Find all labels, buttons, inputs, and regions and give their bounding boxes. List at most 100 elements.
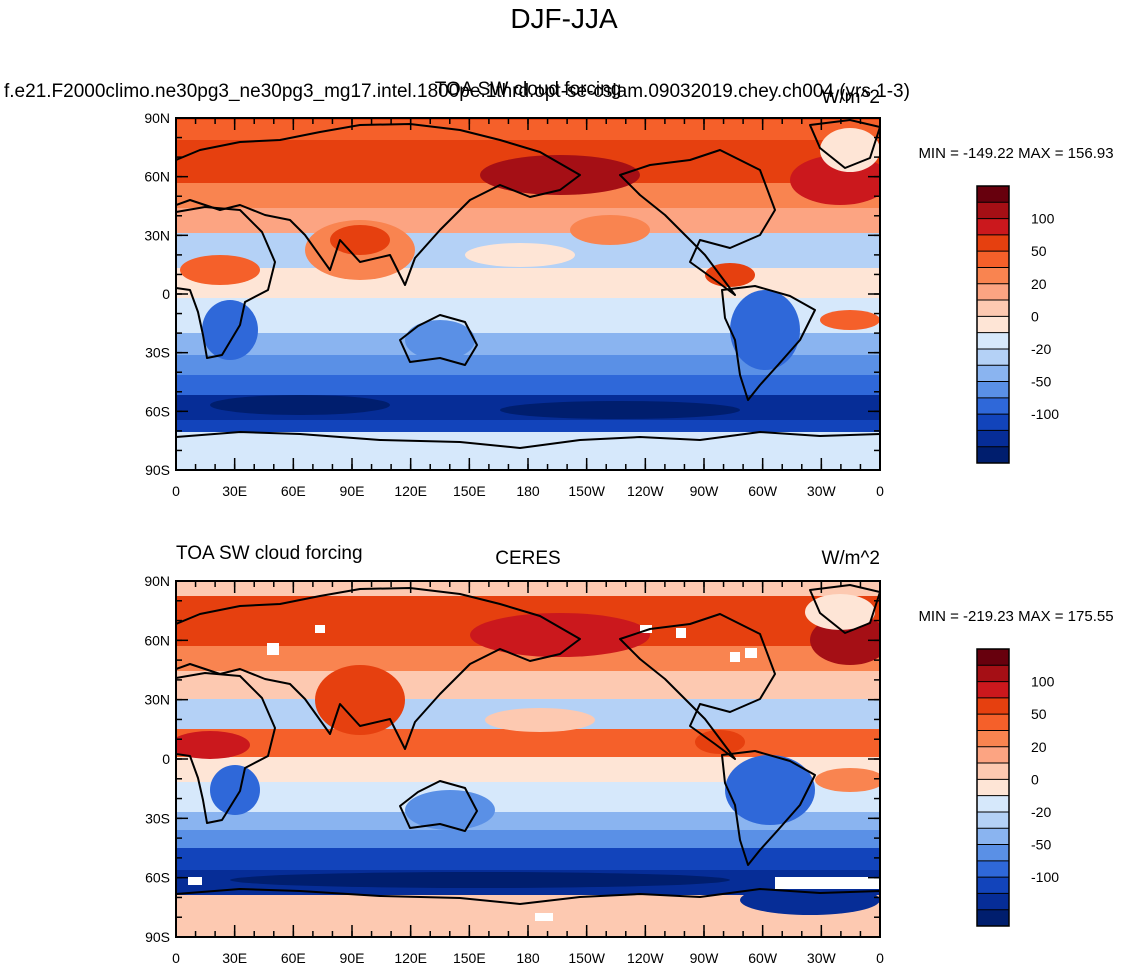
top-lon-label: 30W — [807, 483, 837, 499]
bottom-colorbar-box — [977, 844, 1009, 861]
bottom-lon-label: 30W — [807, 950, 837, 966]
top-colorbar-box — [977, 234, 1009, 252]
coastline — [176, 119, 880, 449]
top-units: W/m^2 — [821, 87, 880, 108]
top-lon-label: 90W — [690, 483, 720, 499]
field-blob — [405, 790, 495, 830]
missing-cell — [775, 877, 880, 889]
top-lat-label: 0 — [162, 286, 170, 302]
bottom-lat-label: 30N — [144, 692, 170, 708]
top-lat-label: 90N — [144, 110, 170, 126]
bottom-colorbar-box — [977, 893, 1009, 910]
field-blob — [176, 731, 250, 759]
top-colorbar-box — [977, 446, 1009, 463]
field-blob — [330, 225, 390, 255]
bottom-field — [176, 581, 880, 937]
top-colorbar-box — [977, 332, 1009, 349]
field-blob — [210, 395, 390, 415]
field-blob — [202, 300, 258, 360]
top-lon-label: 150E — [453, 483, 486, 499]
top-colorbar-box — [977, 218, 1009, 235]
top-lon-label: 60W — [748, 483, 778, 499]
bottom-colorbar-box — [977, 649, 1009, 666]
bottom-colorbar-frame — [976, 648, 1010, 927]
missing-cell — [730, 652, 740, 662]
bottom-lat-labels: 90N 60N 30N 0 30S 60S 90S — [144, 573, 170, 945]
top-lon-label: 0 — [876, 483, 884, 499]
top-lat-label: 30S — [145, 345, 170, 361]
top-colorbar-label: 20 — [1031, 276, 1047, 292]
coastline — [176, 584, 880, 905]
field-blob — [315, 665, 405, 735]
coast-eurasia — [176, 587, 581, 750]
top-colorbar-frame — [976, 185, 1010, 464]
field-blob — [230, 872, 730, 888]
field-blob — [820, 310, 880, 330]
field-blob — [500, 401, 740, 419]
top-colorbar-box — [977, 186, 1009, 203]
bottom-lon-label: 0 — [876, 950, 884, 966]
bottom-colorbar-box — [977, 828, 1009, 845]
field-band — [176, 729, 880, 757]
bottom-lon-label: 120E — [394, 950, 427, 966]
bottom-lon-label: 150W — [568, 950, 605, 966]
field-blob — [480, 155, 640, 195]
top-colorbar-label: 0 — [1031, 308, 1039, 324]
top-colorbar-box — [977, 283, 1009, 301]
top-lat-label: 60S — [145, 403, 170, 419]
field-blob — [210, 765, 260, 815]
bottom-lat-label: 60N — [144, 632, 170, 648]
coast-eurasia — [176, 123, 581, 286]
coast-antarctica — [176, 431, 880, 449]
bottom-colorbar-box — [977, 811, 1009, 829]
top-lon-label: 0 — [172, 483, 180, 499]
top-field — [176, 118, 880, 470]
top-lon-label: 60E — [281, 483, 306, 499]
bottom-units: W/m^2 — [821, 548, 880, 569]
top-colorbar-label: -20 — [1031, 341, 1051, 357]
field-band — [176, 830, 880, 848]
top-lat-labels: 90N 60N 30N 0 30S 60S 90S — [144, 110, 170, 478]
bottom-colorbar-box — [977, 909, 1009, 926]
top-left-title: f.e21.F2000climo.ne30pg3_ne30pg3_mg17.in… — [4, 81, 910, 102]
top-colorbar: 100 50 20 0 -20 -50 -100 — [976, 185, 1059, 464]
bottom-lat-label: 90N — [144, 573, 170, 589]
bottom-colorbar-box — [977, 730, 1009, 747]
field-band — [176, 375, 880, 395]
missing-data — [188, 625, 880, 921]
coast-greenland — [809, 119, 880, 169]
top-lon-label: 120W — [627, 483, 664, 499]
top-colorbar-box — [977, 348, 1009, 366]
top-colorbar-box — [977, 414, 1009, 431]
bottom-lon-labels: 0 30E 60E 90E 120E 150E 180 150W 120W 90W 60W 30W 0 — [172, 950, 884, 966]
missing-cell — [676, 628, 686, 638]
field-band — [176, 333, 880, 355]
missing-cell — [267, 643, 279, 655]
bottom-lat-label: 30S — [145, 810, 170, 826]
top-colorbar-box — [977, 202, 1009, 219]
top-lat-label: 90S — [145, 462, 170, 478]
coast-australia — [399, 780, 478, 832]
field-blob — [725, 755, 815, 825]
top-lon-labels: 0 30E 60E 90E 120E 150E 180 150W 120W 90W 60W 30W 0 — [172, 483, 884, 499]
field-band — [176, 355, 880, 375]
bottom-lon-label: 60W — [748, 950, 778, 966]
top-colorbar-box — [977, 397, 1009, 415]
bottom-colorbar-box — [977, 779, 1009, 796]
bottom-ticks — [175, 580, 881, 938]
figure-title: DJF-JJA — [510, 3, 618, 34]
bottom-lon-label: 90W — [690, 950, 720, 966]
bottom-colorbar-label: -20 — [1031, 804, 1051, 820]
missing-cell — [188, 877, 202, 885]
coast-africa — [176, 206, 276, 359]
bottom-lat-label: 90S — [145, 929, 170, 945]
coast-australia — [399, 314, 478, 366]
field-band — [176, 812, 880, 830]
bottom-colorbar: 100 50 20 0 -20 -50 -100 — [976, 648, 1059, 927]
top-lat-label: 30N — [144, 227, 170, 243]
field-blob — [695, 730, 745, 754]
bottom-colorbar-label: 20 — [1031, 739, 1047, 755]
top-lon-label: 90E — [340, 483, 365, 499]
missing-cell — [535, 913, 553, 921]
